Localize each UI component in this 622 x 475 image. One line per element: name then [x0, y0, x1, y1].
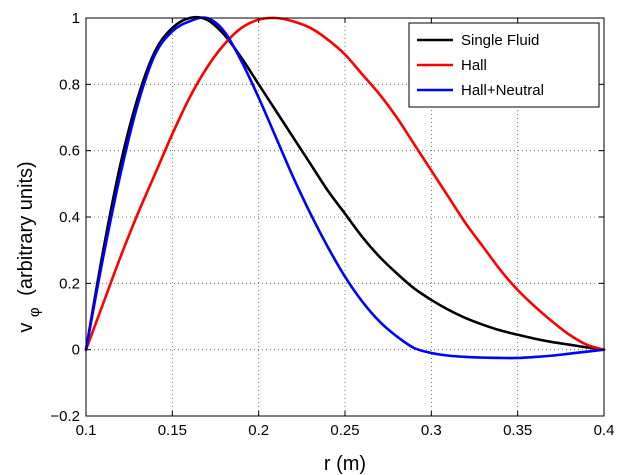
- series-line-hall: [84, 16, 606, 351]
- y-tick-label: 0.8: [59, 76, 80, 93]
- legend: Single Fluid Hall Hall+Neutral: [408, 22, 600, 108]
- x-tick-label: 0.15: [158, 422, 187, 439]
- y-tick-labels: −0.2 0 0.2 0.4 0.6 0.8 1: [50, 10, 80, 425]
- y-axis-label-main: v: [15, 323, 37, 333]
- svg-text:v φ (arbitrary uni: v φ (arbitrary units): [15, 161, 44, 332]
- y-tick-label: −0.2: [50, 408, 80, 425]
- legend-label-hall-neutral: Hall+Neutral: [461, 82, 544, 99]
- ticks: [85, 17, 605, 417]
- y-tick-label: 0.2: [59, 275, 80, 292]
- series-line-hall-neutral: [84, 16, 606, 360]
- y-axis-label-subscript: φ: [26, 307, 43, 317]
- x-tick-label: 0.2: [248, 422, 269, 439]
- y-tick-label: 1: [72, 10, 80, 27]
- y-axis-label-rest: (arbitrary units): [15, 161, 37, 295]
- y-tick-label: 0.4: [59, 209, 80, 226]
- x-tick-label: 0.25: [330, 422, 359, 439]
- x-tick-label: 0.4: [594, 422, 615, 439]
- series-lines: [84, 15, 606, 360]
- x-tick-label: 0.35: [503, 422, 532, 439]
- y-tick-label: 0.6: [59, 143, 80, 160]
- y-axis-label: v φ (arbitrary units): [15, 161, 44, 332]
- series-line-single-fluid: [84, 15, 606, 351]
- y-tick-label: 0: [72, 342, 80, 359]
- x-tick-label: 0.3: [421, 422, 442, 439]
- legend-label-hall: Hall: [461, 57, 487, 74]
- x-tick-labels: 0.1 0.15 0.2 0.25 0.3 0.35 0.4: [76, 422, 615, 439]
- legend-label-single-fluid: Single Fluid: [461, 32, 539, 49]
- x-tick-label: 0.1: [76, 422, 97, 439]
- x-axis-label: r (m): [324, 453, 366, 475]
